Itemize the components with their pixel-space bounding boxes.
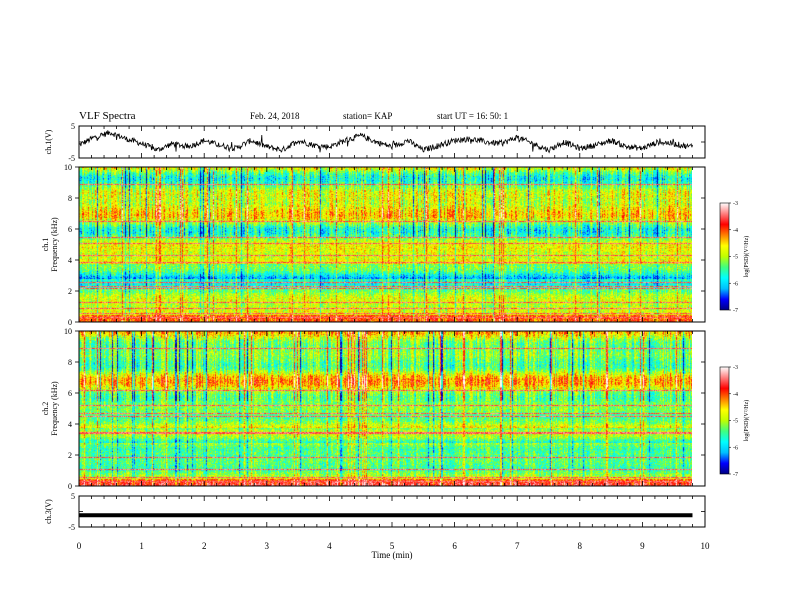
ch1-waveform-trace — [78, 130, 693, 154]
x-axis-label: Time (min) — [372, 550, 413, 560]
ch1-spectrogram-ytick-label: 0 — [68, 318, 72, 327]
ch1-spectrogram-colorbar-tick-label: -4 — [733, 228, 738, 234]
x-tick-label: 6 — [452, 541, 457, 551]
ch2-spectrogram-top-ticks — [78, 331, 706, 336]
ch2-spectrogram-bottom-ticks — [78, 481, 706, 486]
start-time-label: start UT = 16: 50: 1 — [437, 111, 509, 121]
ch1-spectrogram-channel-label: ch.1 — [41, 238, 50, 252]
ch3-waveform-ylabel: ch.3(V) — [44, 499, 53, 524]
ch1-spectrogram-colorbar-tick-label: -6 — [733, 281, 738, 287]
x-tick-label: 3 — [265, 541, 270, 551]
ch2-spectrogram-image — [79, 331, 692, 486]
x-tick-label: 5 — [390, 541, 395, 551]
ch1-spectrogram-ytick-label: 10 — [64, 163, 72, 172]
ch1-spectrogram-ytick-label: 2 — [68, 287, 72, 296]
ch2-spectrogram-colorbar — [719, 366, 730, 475]
ch2-spectrogram-colorbar-tick-label: -4 — [733, 392, 738, 398]
ch3-waveform-ytick-label: 5 — [71, 492, 75, 501]
x-tick-label: 10 — [701, 541, 711, 551]
station-label: station= KAP — [343, 111, 393, 121]
ch1-spectrogram-ylabel: Frequency (kHz) — [50, 217, 59, 272]
x-tick-label: 9 — [640, 541, 645, 551]
ch1-spectrogram-colorbar — [719, 202, 730, 311]
date-label: Feb. 24, 2018 — [250, 111, 300, 121]
ch2-spectrogram-ytick-label: 0 — [68, 482, 72, 491]
x-tick-label: 0 — [77, 541, 82, 551]
ch2-spectrogram-colorbar-tick-label: -6 — [733, 445, 738, 451]
ch1-waveform-ytick-label: 5 — [71, 122, 75, 131]
ch1-spectrogram-colorbar-tick-label: -3 — [733, 201, 738, 207]
ch2-spectrogram-ytick-label: 10 — [64, 327, 72, 336]
ch2-spectrogram-ylabel: Frequency (kHz) — [50, 381, 59, 436]
ch1-spectrogram-top-ticks — [78, 167, 706, 172]
ch2-spectrogram-ytick-label: 6 — [68, 389, 72, 398]
ch3-waveform-bottom-ticks — [78, 522, 706, 527]
x-tick-label: 1 — [139, 541, 144, 551]
ch1-spectrogram-ytick-label: 8 — [68, 194, 72, 203]
x-tick-label: 2 — [202, 541, 207, 551]
ch1-waveform-top-ticks — [78, 126, 706, 131]
ch3-waveform-ytick-label: -5 — [68, 523, 75, 532]
x-tick-label: 8 — [578, 541, 583, 551]
x-tick-label: 4 — [327, 541, 332, 551]
ch1-spectrogram-colorbar-label: log(PSD)(V²/Hz) — [743, 236, 750, 277]
ch1-waveform-ytick-label: -5 — [68, 154, 75, 163]
ch2-spectrogram-channel-label: ch.2 — [41, 402, 50, 416]
ch1-spectrogram-colorbar-tick-label: -7 — [733, 308, 738, 314]
ch1-waveform-bottom-ticks — [78, 153, 706, 158]
ch2-spectrogram-colorbar-tick-label: -7 — [733, 472, 738, 478]
ch2-spectrogram-ytick-label: 4 — [68, 420, 72, 429]
ch2-spectrogram-ytick-label: 2 — [68, 451, 72, 460]
figure-title: VLF Spectra — [79, 110, 136, 122]
ch2-spectrogram-ytick-label: 8 — [68, 358, 72, 367]
ch1-spectrogram-colorbar-tick-label: -5 — [733, 255, 738, 261]
ch1-spectrogram-ytick-label: 4 — [68, 256, 72, 265]
x-tick-label: 7 — [515, 541, 520, 551]
ch1-spectrogram-bottom-ticks — [78, 317, 706, 322]
ch2-spectrogram-colorbar-tick-label: -5 — [733, 419, 738, 425]
ch1-spectrogram-ytick-label: 6 — [68, 225, 72, 234]
ch2-spectrogram-colorbar-tick-label: -3 — [733, 365, 738, 371]
ch1-spectrogram-image — [79, 167, 692, 322]
ch2-spectrogram-colorbar-label: log(PSD)(V²/Hz) — [743, 400, 750, 441]
ch1-waveform-ylabel: ch.1(V) — [44, 129, 53, 154]
ch3-waveform-top-ticks — [78, 496, 706, 501]
